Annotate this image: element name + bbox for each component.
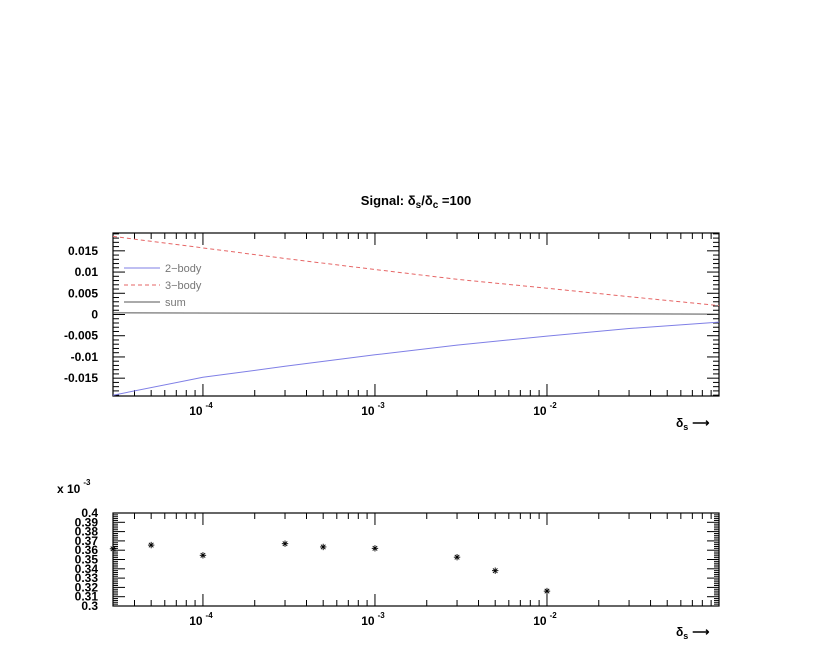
y-tick-label: 0.33 bbox=[75, 571, 99, 585]
y-tick-label: 0.015 bbox=[68, 244, 98, 258]
y-tick-label: 0.005 bbox=[68, 286, 98, 300]
x-tick-label: 10 -4 bbox=[189, 401, 213, 418]
data-point-marker bbox=[543, 587, 551, 595]
bottom-markers-group bbox=[109, 540, 551, 595]
bottom-x-axis-label: δs ⟶ bbox=[676, 625, 710, 641]
series-sum-line bbox=[112, 312, 720, 315]
data-point-marker bbox=[199, 552, 207, 559]
x-tick-label: 10 -3 bbox=[361, 611, 385, 628]
y-tick-label: 0.01 bbox=[75, 265, 99, 279]
y-tick-label: -0.01 bbox=[71, 350, 99, 364]
legend-label-3body: 3−body bbox=[165, 280, 202, 292]
y-tick-label: 0.32 bbox=[75, 580, 99, 594]
data-point-marker bbox=[453, 553, 461, 561]
y-tick-label: 0.35 bbox=[75, 553, 99, 567]
data-point-marker bbox=[319, 543, 327, 551]
y-tick-label: -0.015 bbox=[64, 371, 98, 385]
y-tick-label: 0 bbox=[91, 308, 98, 322]
series-2body-line bbox=[112, 321, 720, 396]
data-point-marker bbox=[109, 545, 117, 553]
y-multiplier-label: x 10 -3 bbox=[57, 478, 91, 496]
y-tick-label: 0.31 bbox=[75, 590, 99, 604]
legend-label-2body: 2−body bbox=[165, 263, 202, 275]
data-point-marker bbox=[147, 541, 155, 549]
top-y-ticks: 0.015 0.01 0.005 0 -0.005 -0.01 -0.015 bbox=[64, 233, 719, 396]
y-tick-label: 0.4 bbox=[81, 506, 98, 520]
top-series-group bbox=[112, 235, 720, 396]
bottom-x-ticks: 10 -4 10 -3 10 -2 bbox=[112, 513, 720, 628]
top-x-axis-label: δs ⟶ bbox=[676, 416, 710, 432]
bottom-plot-area: 0.40.390.380.370.360.350.340.330.320.310… bbox=[75, 506, 720, 628]
legend-label-sum: sum bbox=[165, 297, 186, 309]
y-tick-label: 0.38 bbox=[75, 525, 99, 539]
series-3body-line bbox=[112, 235, 720, 307]
top-plot-frame bbox=[112, 232, 720, 397]
y-tick-label: 0.39 bbox=[75, 515, 99, 529]
x-tick-label: 10 -4 bbox=[189, 611, 213, 628]
legend: 2−body 3−body sum bbox=[124, 263, 202, 309]
y-tick-label: 0.36 bbox=[75, 543, 99, 557]
y-tick-label: -0.005 bbox=[64, 329, 98, 343]
bottom-plot-frame bbox=[112, 512, 720, 607]
data-point-marker bbox=[281, 540, 289, 547]
chart-title: Signal: δs/δc =100 bbox=[361, 193, 471, 211]
y-tick-label: 0.37 bbox=[75, 534, 99, 548]
bottom-y-ticks: 0.40.390.380.370.360.350.340.330.320.310… bbox=[75, 506, 719, 613]
top-x-ticks: 10 -4 10 -3 10 -2 bbox=[112, 233, 720, 418]
x-tick-label: 10 -3 bbox=[361, 401, 385, 418]
data-point-marker bbox=[491, 567, 499, 574]
x-tick-label: 10 -2 bbox=[533, 401, 557, 418]
data-point-marker bbox=[371, 545, 379, 552]
y-tick-label: 0.34 bbox=[75, 562, 99, 576]
x-tick-label: 10 -2 bbox=[533, 611, 557, 628]
y-tick-label: 0.3 bbox=[81, 599, 98, 613]
